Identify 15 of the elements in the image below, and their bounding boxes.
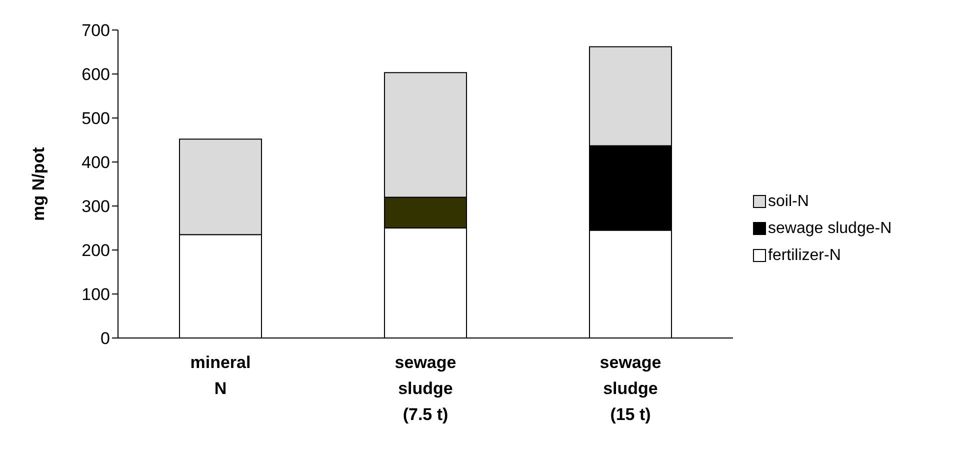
y-axis-title: mg N/pot bbox=[29, 146, 48, 221]
y-tick-label: 300 bbox=[82, 197, 110, 216]
y-tick-label: 700 bbox=[82, 21, 110, 40]
y-tick-label: 100 bbox=[82, 285, 110, 304]
y-tick-label: 400 bbox=[82, 153, 110, 172]
y-tick-label: 500 bbox=[82, 109, 110, 128]
x-tick-label: sewage sludge (7.5 t) bbox=[394, 353, 456, 424]
legend-label: soil-N bbox=[768, 192, 809, 212]
y-tick-label: 200 bbox=[82, 241, 110, 260]
legend-label: fertilizer-N bbox=[768, 246, 841, 266]
legend-label: sewage sludge-N bbox=[768, 218, 892, 238]
x-tick-label: sewage sludge (15 t) bbox=[600, 353, 662, 424]
y-tick-label: 600 bbox=[82, 65, 110, 84]
x-tick-label: mineral N bbox=[190, 353, 251, 398]
y-tick-label: 0 bbox=[100, 329, 110, 348]
